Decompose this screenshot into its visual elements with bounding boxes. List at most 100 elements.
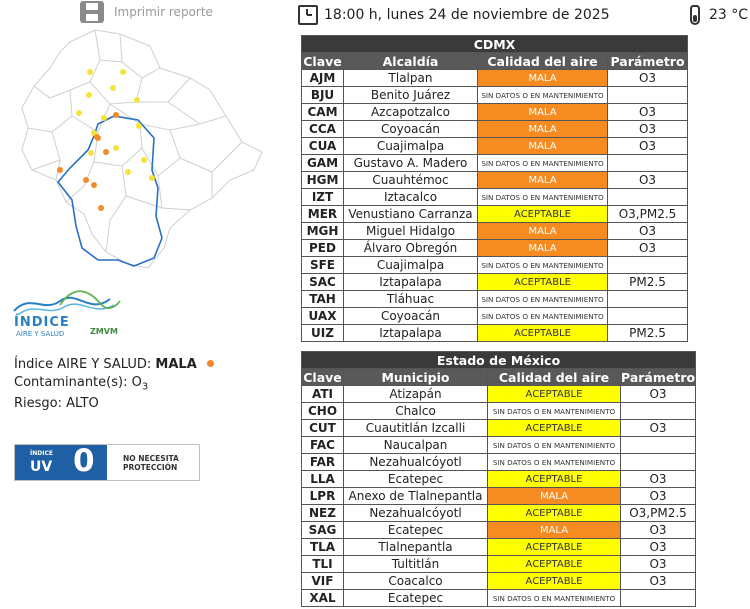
air-quality-cell: SIN DATOS O EN MANTENIMIENTO (477, 256, 608, 274)
table-row[interactable]: AJM Tlalpan MALA O3 (301, 69, 689, 87)
table-row[interactable]: VIF Coacalco ACEPTABLE O3 (301, 572, 697, 590)
station-name: Ecatepec (343, 521, 488, 539)
table-row[interactable]: FAR Nezahualcóyotl SIN DATOS O EN MANTENIM… (301, 453, 697, 471)
station-code: MER (301, 205, 344, 223)
parameter-cell: O3,PM2.5 (606, 205, 689, 223)
table-row[interactable]: MER Venustiano Carranza ACEPTABLE O3,PM2.5 (301, 205, 689, 223)
air-quality-cell: ACEPTABLE (487, 538, 621, 556)
station-code: VIF (301, 572, 344, 590)
air-quality-cell: ACEPTABLE (477, 324, 608, 342)
station-code: CUT (301, 419, 344, 437)
table-row[interactable]: SFE Cuajimalpa SIN DATOS O EN MANTENIMIENT… (301, 256, 689, 274)
air-quality-cell: MALA (487, 521, 621, 539)
parameter-cell: O3 (606, 69, 689, 87)
station-name: Ecatepec (343, 470, 488, 488)
index-label: Índice AIRE Y SALUD: (14, 357, 152, 372)
edomex-title-row: Estado de México (300, 351, 697, 369)
table-row[interactable]: MGH Miguel Hidalgo MALA O3 (301, 222, 689, 240)
logo-title: ÍNDICE (14, 315, 70, 330)
air-quality-cell: MALA (477, 171, 608, 189)
parameter-cell (606, 154, 689, 172)
station-name: Álvaro Obregón (343, 239, 478, 257)
station-name: Iztacalco (343, 188, 478, 206)
station-code: SFE (301, 256, 344, 274)
parameter-cell: O3 (606, 222, 689, 240)
air-quality-map[interactable] (10, 20, 280, 282)
air-quality-cell: SIN DATOS O EN MANTENIMIENTO (477, 188, 608, 206)
air-quality-cell: ACEPTABLE (487, 385, 621, 403)
parameter-cell: O3 (606, 137, 689, 155)
parameter-cell (606, 256, 689, 274)
table-row[interactable]: TAH Tláhuac SIN DATOS O EN MANTENIMIENTO (301, 290, 689, 308)
print-report-label: Imprimir reporte (114, 5, 213, 19)
table-row[interactable]: XAL Ecatepec SIN DATOS O EN MANTENIMIENTO (301, 589, 697, 607)
station-name: Miguel Hidalgo (343, 222, 478, 240)
air-quality-cell: MALA (477, 103, 608, 121)
parameter-cell: O3 (619, 419, 697, 437)
parameter-cell (606, 290, 689, 308)
parameter-cell: O3 (606, 171, 689, 189)
cdmx-header-cell: Calidad del aire (477, 52, 608, 70)
station-code: FAR (301, 453, 344, 471)
table-row[interactable]: LLA Ecatepec ACEPTABLE O3 (301, 470, 697, 488)
air-quality-cell: MALA (487, 487, 621, 505)
uv-small-label: ÍNDICE (30, 450, 53, 457)
table-row[interactable]: IZT Iztacalco SIN DATOS O EN MANTENIMIENTO (301, 188, 689, 206)
air-quality-cell: ACEPTABLE (487, 555, 621, 573)
table-row[interactable]: NEZ Nezahualcóyotl ACEPTABLE O3,PM2.5 (301, 504, 697, 522)
table-row[interactable]: TLA Tlalnepantla ACEPTABLE O3 (301, 538, 697, 556)
parameter-cell: O3,PM2.5 (619, 504, 697, 522)
station-code: GAM (301, 154, 344, 172)
station-code: SAC (301, 273, 344, 291)
parameter-cell: O3 (619, 487, 697, 505)
table-row[interactable]: UAX Coyoacán SIN DATOS O EN MANTENIMIENTO (301, 307, 689, 325)
table-row[interactable]: CAM Azcapotzalco MALA O3 (301, 103, 689, 121)
station-name: Iztapalapa (343, 324, 478, 342)
parameter-cell: O3 (606, 120, 689, 138)
print-report-button[interactable]: Imprimir reporte (80, 0, 213, 24)
table-row[interactable]: LPR Anexo de Tlalnepantla MALA O3 (301, 487, 697, 505)
parameter-cell (606, 86, 689, 104)
table-row[interactable]: TLI Tultitlán ACEPTABLE O3 (301, 555, 697, 573)
station-name: Coyoacán (343, 307, 478, 325)
air-quality-cell: SIN DATOS O EN MANTENIMIENTO (487, 589, 621, 607)
station-name: Tlalpan (343, 69, 478, 87)
table-row[interactable]: UIZ Iztapalapa ACEPTABLE PM2.5 (301, 324, 689, 342)
table-row[interactable]: CUA Cuajimalpa MALA O3 (301, 137, 689, 155)
station-code: XAL (301, 589, 344, 607)
parameter-cell: O3 (619, 385, 697, 403)
air-quality-cell: ACEPTABLE (487, 504, 621, 522)
table-row[interactable]: ATI Atizapán ACEPTABLE O3 (301, 385, 697, 403)
table-row[interactable]: GAM Gustavo A. Madero SIN DATOS O EN MANTE… (301, 154, 689, 172)
table-row[interactable]: SAG Ecatepec MALA O3 (301, 521, 697, 539)
table-row[interactable]: BJU Benito Juárez SIN DATOS O EN MANTENIMI… (301, 86, 689, 104)
station-code: UAX (301, 307, 344, 325)
status-dot-icon (206, 360, 214, 367)
table-row[interactable]: CUT Cuautitlán Izcalli ACEPTABLE O3 (301, 419, 697, 437)
table-row[interactable]: SAC Iztapalapa ACEPTABLE PM2.5 (301, 273, 689, 291)
parameter-cell: O3 (606, 239, 689, 257)
air-quality-cell: SIN DATOS O EN MANTENIMIENTO (477, 307, 608, 325)
table-row[interactable]: HGM Cuauhtémoc MALA O3 (301, 171, 689, 189)
station-name: Azcapotzalco (343, 103, 478, 121)
parameter-cell: O3 (619, 538, 697, 556)
station-code: SAG (301, 521, 344, 539)
index-value: MALA (155, 357, 197, 372)
table-row[interactable]: PED Álvaro Obregón MALA O3 (301, 239, 689, 257)
air-quality-cell: MALA (477, 69, 608, 87)
cdmx-table: CDMX Clave Alcaldía Calidad del aire Parámet… (300, 35, 689, 342)
parameter-cell: O3 (619, 572, 697, 590)
printer-icon (80, 1, 104, 23)
table-row[interactable]: FAC Naucalpan SIN DATOS O EN MANTENIMIENTO (301, 436, 697, 454)
table-row[interactable]: CCA Coyoacán MALA O3 (301, 120, 689, 138)
station-code: TLI (301, 555, 344, 573)
station-name: Gustavo A. Madero (343, 154, 478, 172)
station-code: TAH (301, 290, 344, 308)
table-row[interactable]: CHO Chalco SIN DATOS O EN MANTENIMIENTO (301, 402, 697, 420)
logo-subtitle: AIRE Y SALUD (16, 330, 65, 338)
parameter-cell (606, 307, 689, 325)
pollutant-subscript: 3 (141, 381, 149, 393)
parameter-cell: O3 (619, 521, 697, 539)
edomex-header-cell: Clave (301, 368, 344, 386)
datetime-text: 18:00 h, lunes 24 de noviembre de 2025 (324, 7, 610, 23)
